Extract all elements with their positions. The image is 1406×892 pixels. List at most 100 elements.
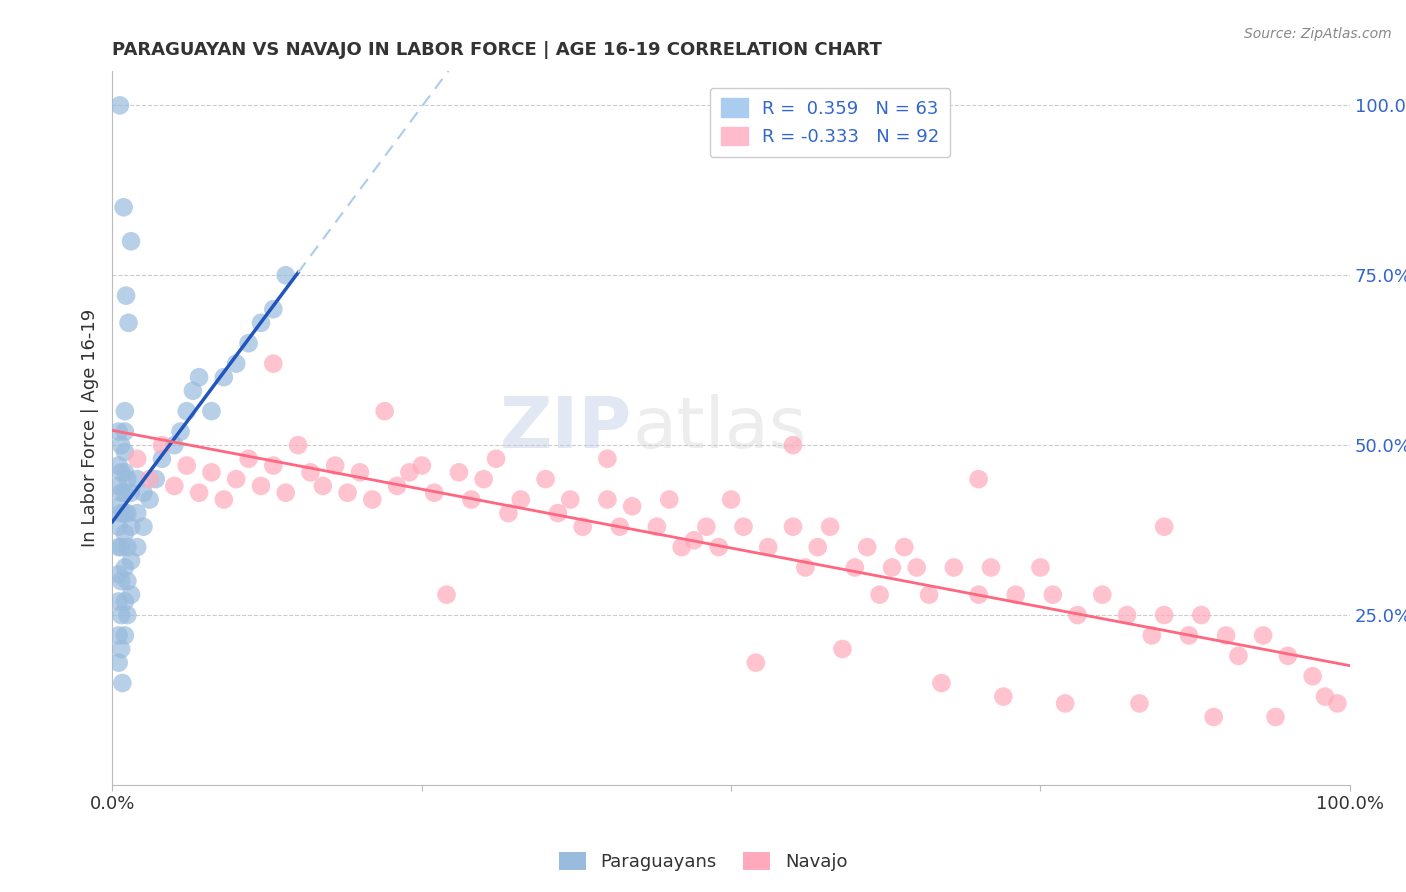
Point [250,479,273,493]
Point [212,492,235,507]
Point [1091,588,1114,602]
Point [127,451,149,466]
Point [1302,669,1324,683]
Point [671,540,693,554]
Point [138,492,160,507]
Point [733,519,755,533]
Point [1042,588,1064,602]
Point [560,492,582,507]
Point [436,588,458,602]
Point [107,458,129,473]
Point [114,594,136,608]
Point [107,567,129,582]
Point [188,485,211,500]
Point [107,519,129,533]
Point [110,485,132,500]
Point [117,506,139,520]
Point [200,466,222,480]
Point [107,628,129,642]
Point [145,472,167,486]
Point [114,466,136,480]
Point [110,438,132,452]
Point [942,560,965,574]
Point [1178,628,1201,642]
Point [132,519,155,533]
Point [534,472,557,486]
Point [120,519,142,533]
Point [658,492,681,507]
Point [472,472,495,486]
Point [1128,697,1150,711]
Point [460,492,482,507]
Point [200,404,222,418]
Point [869,588,891,602]
Point [225,472,247,486]
Point [1116,608,1139,623]
Point [571,519,593,533]
Point [127,506,149,520]
Point [1066,608,1088,623]
Point [114,485,136,500]
Point [299,466,322,480]
Point [385,479,408,493]
Point [1251,628,1274,642]
Point [112,200,135,214]
Point [1153,608,1175,623]
Point [807,540,830,554]
Point [323,458,346,473]
Point [114,425,136,439]
Point [1189,608,1212,623]
Point [120,485,142,500]
Point [212,370,235,384]
Point [110,506,132,520]
Point [609,519,631,533]
Point [312,479,335,493]
Point [107,594,129,608]
Point [181,384,204,398]
Point [423,485,446,500]
Point [110,574,132,588]
Point [349,466,371,480]
Point [509,492,531,507]
Point [188,370,211,384]
Point [117,472,139,486]
Point [274,485,297,500]
Point [782,438,804,452]
Point [120,234,142,248]
Point [918,588,941,602]
Point [831,642,853,657]
Point [238,451,260,466]
Point [695,519,717,533]
Point [110,540,132,554]
Point [1227,648,1250,663]
Point [931,676,953,690]
Point [138,472,160,486]
Point [117,608,139,623]
Point [1153,519,1175,533]
Point [596,451,619,466]
Point [967,588,990,602]
Point [225,357,247,371]
Point [1326,697,1348,711]
Point [498,506,520,520]
Point [880,560,903,574]
Point [117,574,139,588]
Point [127,540,149,554]
Point [117,316,139,330]
Point [274,268,297,283]
Point [720,492,742,507]
Point [447,466,470,480]
Point [114,526,136,541]
Y-axis label: In Labor Force | Age 16-19: In Labor Force | Age 16-19 [80,309,98,548]
Point [794,560,817,574]
Point [1004,588,1026,602]
Point [114,506,136,520]
Point [114,404,136,418]
Point [262,357,284,371]
Point [645,519,668,533]
Text: PARAGUAYAN VS NAVAJO IN LABOR FORCE | AGE 16-19 CORRELATION CHART: PARAGUAYAN VS NAVAJO IN LABOR FORCE | AG… [112,41,883,59]
Point [683,533,706,548]
Point [756,540,779,554]
Point [238,336,260,351]
Point [398,466,420,480]
